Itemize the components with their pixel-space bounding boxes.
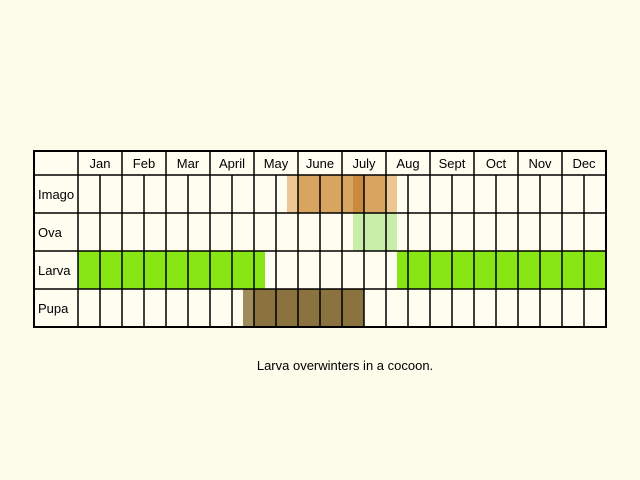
larva-period-2 bbox=[397, 251, 606, 289]
imago-period-edge-left bbox=[287, 175, 298, 213]
month-label-dec: Dec bbox=[572, 156, 596, 171]
month-label-july: July bbox=[352, 156, 376, 171]
stage-label-ova: Ova bbox=[38, 225, 63, 240]
month-label-mar: Mar bbox=[177, 156, 200, 171]
month-label-may: May bbox=[264, 156, 289, 171]
table-border bbox=[33, 150, 607, 328]
month-label-feb: Feb bbox=[133, 156, 155, 171]
month-label-nov: Nov bbox=[528, 156, 552, 171]
ova-period-1 bbox=[353, 213, 397, 251]
month-label-jan: Jan bbox=[90, 156, 111, 171]
imago-period-peak bbox=[353, 175, 364, 213]
month-label-oct: Oct bbox=[486, 156, 507, 171]
pupa-period-edge bbox=[243, 289, 254, 327]
stage-label-larva: Larva bbox=[38, 263, 71, 278]
month-label-sept: Sept bbox=[439, 156, 466, 171]
month-label-aug: Aug bbox=[396, 156, 419, 171]
overwinter-note: Larva overwinters in a cocoon. bbox=[256, 358, 434, 373]
stage-label-pupa: Pupa bbox=[38, 301, 69, 316]
month-label-june: June bbox=[306, 156, 334, 171]
pupa-period-1 bbox=[243, 289, 364, 327]
month-label-apr: April bbox=[219, 156, 245, 171]
imago-period-edge-right bbox=[386, 175, 397, 213]
stage-label-imago: Imago bbox=[38, 187, 74, 202]
larva-period-1 bbox=[78, 251, 265, 289]
